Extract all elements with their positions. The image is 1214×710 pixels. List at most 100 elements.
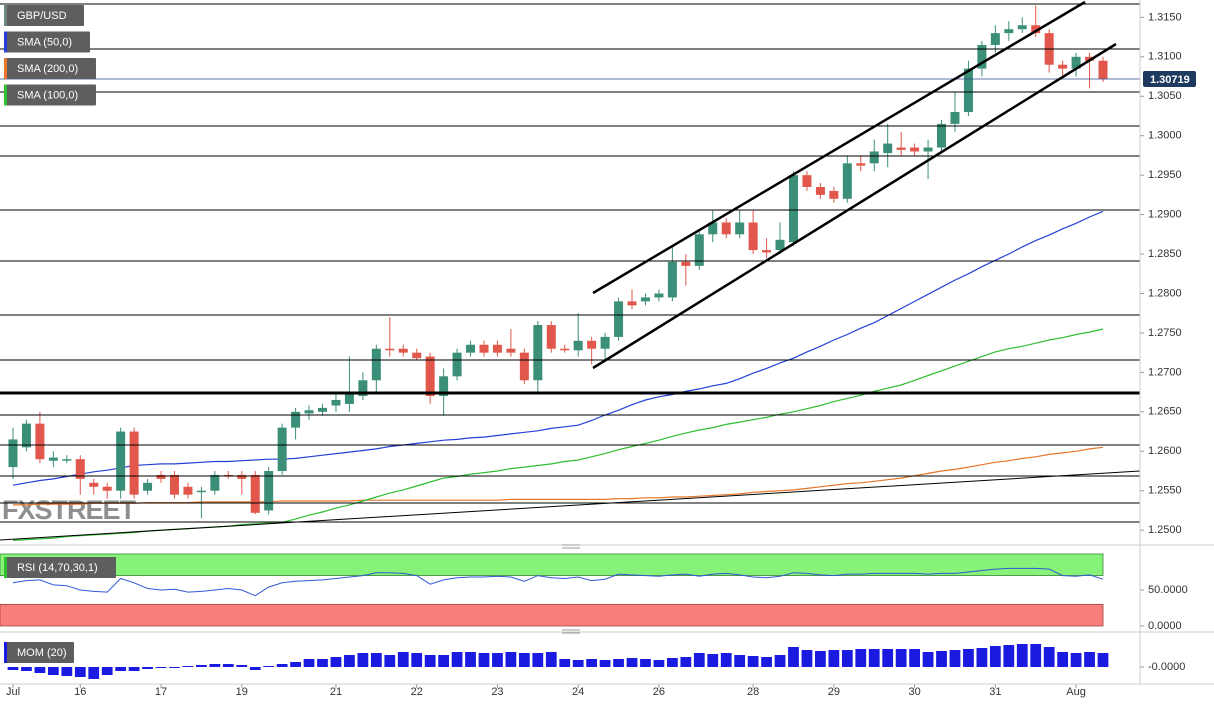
candle-body <box>681 261 691 266</box>
legend-swatch <box>4 5 7 26</box>
candle-body <box>600 336 610 349</box>
candle-body <box>1004 29 1014 34</box>
legend-swatch <box>4 31 7 53</box>
candle-body <box>1058 64 1068 69</box>
mom-bar <box>155 667 167 668</box>
candle-body <box>883 143 893 154</box>
mom-bar <box>545 652 557 667</box>
mom-bar <box>868 649 880 667</box>
mom-bar <box>989 646 1001 667</box>
candle-body <box>439 376 449 397</box>
candle-body <box>708 222 718 235</box>
y-tick-label: 1.2600 <box>1148 445 1182 457</box>
candle-body <box>788 175 798 243</box>
mom-bar <box>492 653 503 667</box>
resize-handle[interactable] <box>562 544 580 634</box>
mom-bar <box>21 667 32 671</box>
mom-bar <box>303 659 315 667</box>
mom-bar <box>276 664 288 667</box>
mom-bar <box>478 653 490 667</box>
candle-body <box>291 411 301 428</box>
mom-bar <box>249 667 261 670</box>
mom-bar <box>128 667 140 671</box>
y-tick-label: 1.3100 <box>1148 51 1182 63</box>
mom-bar <box>1030 644 1042 667</box>
mom-bar <box>1016 644 1028 667</box>
channel-lower <box>592 42 1117 370</box>
candle-body <box>62 459 72 461</box>
trend-line <box>0 470 1141 541</box>
candle-body <box>748 222 758 251</box>
x-tick-label: 19 <box>236 686 248 698</box>
candle-body <box>735 222 745 235</box>
legend-box <box>4 58 96 79</box>
candle-body <box>143 482 153 491</box>
x-tick-label: 24 <box>572 686 584 698</box>
mom-bar <box>855 649 867 667</box>
mom-bar <box>236 665 248 667</box>
mom-bar <box>101 667 113 675</box>
mom-bar <box>626 658 638 667</box>
mom-bar <box>815 651 826 667</box>
legend-label: SMA (100,0) <box>17 89 78 101</box>
mom-bar <box>61 667 73 676</box>
candle-body <box>869 151 879 164</box>
mom-bar <box>734 655 746 667</box>
legend-box <box>4 31 90 53</box>
candle-body <box>344 392 354 404</box>
mom-bar <box>559 659 571 667</box>
x-tick-label: 21 <box>330 686 342 698</box>
y-tick-label: 50.0000 <box>1148 584 1188 596</box>
y-tick-label: 1.2800 <box>1148 287 1182 299</box>
mom-bar <box>397 652 409 667</box>
plot-layers: 1.2500 1.2550 1.2600 1.2650 1.2700 1.2750 1.28… <box>0 5 1196 698</box>
y-tick-label: 1.3050 <box>1148 90 1182 102</box>
x-tick-label: 30 <box>908 686 920 698</box>
mom-bar <box>599 660 611 667</box>
x-tick-label: 28 <box>747 686 759 698</box>
candle-body <box>196 490 206 493</box>
legend-swatch <box>4 84 7 106</box>
x-tick-label: 16 <box>74 686 86 698</box>
mom-bar <box>680 657 692 667</box>
mom-bar <box>1057 652 1069 667</box>
candle-body <box>546 325 556 349</box>
candle-body <box>1017 25 1027 30</box>
candle-body <box>237 474 247 479</box>
mom-bar <box>572 660 584 667</box>
mom-bar <box>518 653 530 667</box>
mom-bar <box>801 650 813 667</box>
candle-body <box>304 410 314 414</box>
channel-upper <box>592 0 1086 295</box>
mom-bar <box>263 666 275 667</box>
candle-body <box>721 222 731 235</box>
candle-body <box>775 239 785 251</box>
candle-body <box>1085 56 1095 61</box>
x-tick-label: Jul <box>6 686 20 698</box>
sma-line <box>12 210 1104 486</box>
y-tick-label: 1.3000 <box>1148 130 1182 142</box>
candle-body <box>116 431 126 491</box>
y-tick-label: 1.2650 <box>1148 406 1182 418</box>
candle-body <box>1098 60 1108 79</box>
mom-bar <box>142 667 153 669</box>
candle-body <box>264 470 274 511</box>
candle-body <box>694 234 704 266</box>
candle-body <box>412 352 422 359</box>
mom-bar <box>115 667 127 671</box>
y-tick-label: 1.3150 <box>1148 11 1182 23</box>
mom-bar <box>828 650 840 667</box>
x-tick-label: 22 <box>411 686 423 698</box>
mom-bar <box>344 655 355 667</box>
mom-bar <box>976 648 988 667</box>
mom-bar <box>438 655 449 667</box>
candle-body <box>856 163 866 166</box>
candle-body <box>640 297 650 302</box>
candle-body <box>35 423 45 460</box>
mom-bar <box>613 659 624 667</box>
y-tick-label: 1.2850 <box>1148 248 1182 260</box>
legend-box <box>4 84 96 106</box>
mom-bar <box>1043 647 1055 667</box>
candle-body <box>667 261 677 298</box>
